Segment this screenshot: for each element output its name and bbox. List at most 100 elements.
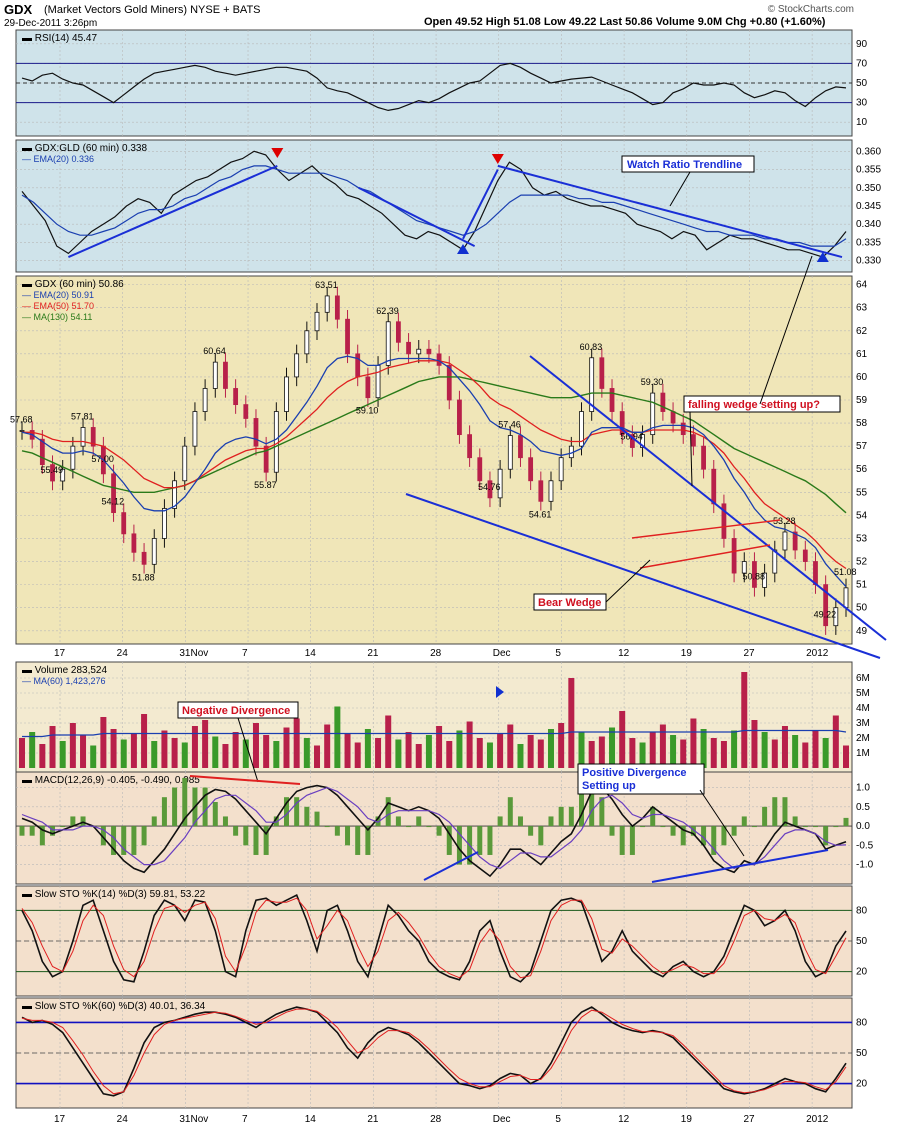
- x-tick-label: 2012: [806, 648, 829, 659]
- volume-bar: [731, 730, 738, 768]
- volume-bar: [59, 741, 66, 768]
- volume-bar: [609, 727, 616, 768]
- macd-histogram-bar: [589, 777, 595, 827]
- trendline: [358, 186, 476, 248]
- volume-bar: [110, 729, 117, 768]
- macd-histogram-bar: [823, 826, 829, 846]
- price-label: 57.81: [71, 411, 94, 421]
- price-label: 51.08: [834, 567, 857, 577]
- volume-bar: [151, 741, 158, 768]
- y-tick-label: 4M: [856, 703, 870, 714]
- price-legend-item: — EMA(50) 51.70: [22, 301, 94, 311]
- candle-body: [395, 321, 401, 343]
- x-tick-label: 17: [54, 648, 66, 659]
- volume-bar: [456, 730, 463, 768]
- macd-histogram-bar: [690, 826, 696, 836]
- candle-body: [782, 531, 788, 551]
- macd-histogram-bar: [558, 806, 564, 827]
- macd-histogram-bar: [334, 826, 340, 836]
- candle-body: [487, 480, 493, 499]
- candle-body: [721, 503, 727, 539]
- macd-histogram-bar: [253, 826, 259, 855]
- macd-histogram-bar: [273, 816, 279, 827]
- annotation-text: Watch Ratio Trendline: [627, 159, 742, 171]
- candle-body: [131, 533, 137, 553]
- volume-bar: [80, 735, 87, 768]
- series-line-macd: [21, 784, 847, 878]
- panel-legend: ▬ RSI(14) 45.47: [22, 33, 97, 44]
- candle-body: [599, 357, 605, 389]
- candle-body: [50, 464, 55, 482]
- candle-body: [640, 434, 645, 448]
- macd-histogram-bar: [121, 826, 127, 855]
- y-tick-label: 54: [856, 510, 868, 521]
- candle-body: [385, 321, 391, 366]
- price-label: 50.88: [742, 571, 765, 581]
- y-tick-label: 53: [856, 533, 868, 544]
- arrow-up-icon: [457, 244, 470, 254]
- macd-histogram-bar: [365, 826, 371, 855]
- macd-histogram-bar: [29, 826, 35, 836]
- macd-histogram-bar: [660, 826, 666, 828]
- macd-histogram-bar: [843, 817, 849, 827]
- volume-bar: [303, 738, 310, 768]
- volume-bar: [466, 721, 473, 768]
- candle-body: [294, 353, 300, 378]
- y-tick-label: 0.5: [856, 802, 870, 813]
- volume-bar: [242, 739, 249, 768]
- y-tick-label: 50: [856, 78, 868, 89]
- volume-bar: [415, 744, 422, 768]
- candle-body: [334, 295, 340, 320]
- trendline: [529, 355, 887, 641]
- trendline: [651, 849, 829, 883]
- volume-bar: [120, 739, 127, 768]
- candle-body: [477, 457, 483, 482]
- y-tick-label: 50: [856, 603, 868, 614]
- macd-histogram-bar: [70, 816, 76, 827]
- x-tick-label: 2012: [806, 1114, 829, 1125]
- volume-bar: [659, 724, 666, 768]
- candle-body: [528, 457, 534, 482]
- series-line-ema20: [21, 355, 847, 588]
- volume-bar: [232, 732, 239, 768]
- macd-histogram-bar: [456, 826, 462, 865]
- x-tick-label: 17: [54, 1114, 66, 1125]
- macd-histogram-bar: [640, 826, 646, 828]
- volume-bar: [588, 741, 595, 768]
- candle-body: [752, 561, 757, 588]
- macd-histogram-bar: [650, 806, 656, 827]
- volume-bar: [314, 745, 321, 768]
- candle-body: [253, 418, 259, 447]
- y-tick-label: 10: [856, 117, 868, 128]
- macd-histogram-bar: [579, 787, 585, 827]
- price-label: 57.46: [498, 420, 521, 430]
- macd-histogram-bar: [111, 826, 117, 855]
- volume-bar: [273, 741, 280, 768]
- macd-histogram-bar: [568, 806, 574, 827]
- volume-bar: [792, 735, 799, 768]
- arrow-down-icon: [491, 154, 504, 164]
- macd-histogram-bar: [202, 787, 208, 827]
- volume-bar: [568, 678, 575, 768]
- x-tick-label: 19: [681, 648, 693, 659]
- macd-histogram-bar: [395, 816, 401, 827]
- candle-body: [426, 348, 432, 355]
- price-label: 63.51: [315, 280, 338, 290]
- macd-histogram-bar: [172, 787, 178, 827]
- annotation-text: Setting up: [582, 780, 636, 792]
- volume-bar: [832, 715, 839, 768]
- candle-body: [162, 508, 167, 539]
- macd-histogram-bar: [212, 802, 218, 827]
- bear-wedge-line: [631, 519, 781, 539]
- candle-body: [518, 435, 523, 459]
- candle-body: [762, 572, 768, 588]
- y-tick-label: 5M: [856, 688, 870, 699]
- y-tick-label: 0.350: [856, 183, 881, 194]
- candle-body: [80, 427, 86, 447]
- y-tick-label: -0.5: [856, 840, 874, 851]
- volume-bar: [578, 732, 585, 768]
- symbol: GDX: [4, 2, 33, 17]
- macd-histogram-bar: [507, 797, 513, 827]
- volume-bar: [100, 717, 107, 768]
- panel-legend: ▬ Slow STO %K(14) %D(3) 59.81, 53.22: [22, 889, 206, 900]
